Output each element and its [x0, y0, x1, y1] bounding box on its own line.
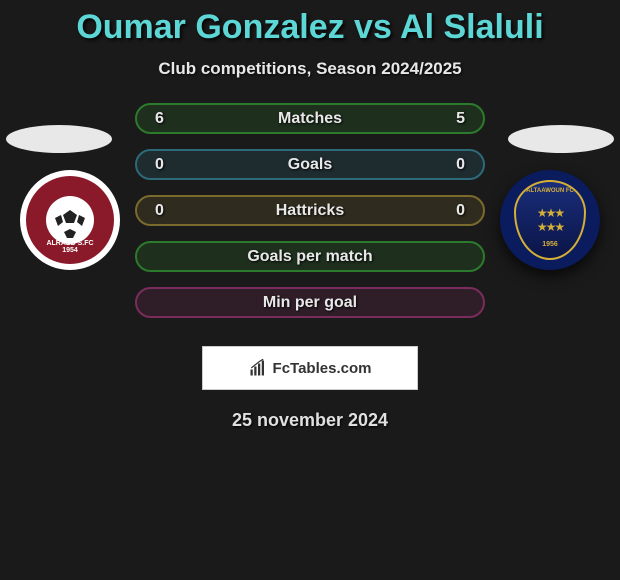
- crest-right: ALTAAWOUN FC ★★★★★★ 1956: [500, 170, 600, 270]
- page-title: Oumar Gonzalez vs Al Slaluli: [0, 8, 620, 47]
- crest-right-year: 1956: [542, 241, 558, 248]
- soccer-ball-icon: [46, 196, 94, 244]
- chart-icon: [249, 359, 267, 377]
- watermark: FcTables.com: [249, 359, 372, 377]
- stat-label: Hattricks: [185, 202, 435, 220]
- stat-right-value: 5: [435, 110, 465, 128]
- stat-label: Min per goal: [185, 294, 435, 312]
- date-text: 25 november 2024: [0, 410, 620, 431]
- crest-left: ALRAED S.FC 1954: [20, 170, 120, 270]
- crest-left-name: ALRAED S.FC: [46, 240, 93, 247]
- watermark-box: FcTables.com: [202, 346, 418, 390]
- crest-right-label: ALTAAWOUN FC: [526, 188, 574, 194]
- stat-left-value: 6: [155, 110, 185, 128]
- stat-row: 0Goals0: [135, 149, 485, 180]
- stars-icon: ★★★★★★: [537, 206, 563, 234]
- stat-label: Matches: [185, 110, 435, 128]
- stat-row: Goals per match: [135, 241, 485, 272]
- crest-left-inner: ALRAED S.FC 1954: [26, 176, 114, 264]
- stat-row: 6Matches5: [135, 103, 485, 134]
- stat-row: Min per goal: [135, 287, 485, 318]
- stat-right-value: 0: [435, 202, 465, 220]
- stat-right-value: 0: [435, 156, 465, 174]
- watermark-text: FcTables.com: [273, 360, 372, 377]
- crest-left-year: 1954: [62, 247, 78, 254]
- stat-left-value: 0: [155, 156, 185, 174]
- stat-left-value: 0: [155, 202, 185, 220]
- stat-label: Goals: [185, 156, 435, 174]
- subtitle: Club competitions, Season 2024/2025: [0, 59, 620, 79]
- ellipse-right: [508, 125, 614, 153]
- stat-label: Goals per match: [185, 248, 435, 266]
- crest-right-shield: ALTAAWOUN FC ★★★★★★ 1956: [514, 180, 586, 260]
- stat-row: 0Hattricks0: [135, 195, 485, 226]
- crest-left-label: ALRAED S.FC 1954: [26, 240, 114, 254]
- ellipse-left: [6, 125, 112, 153]
